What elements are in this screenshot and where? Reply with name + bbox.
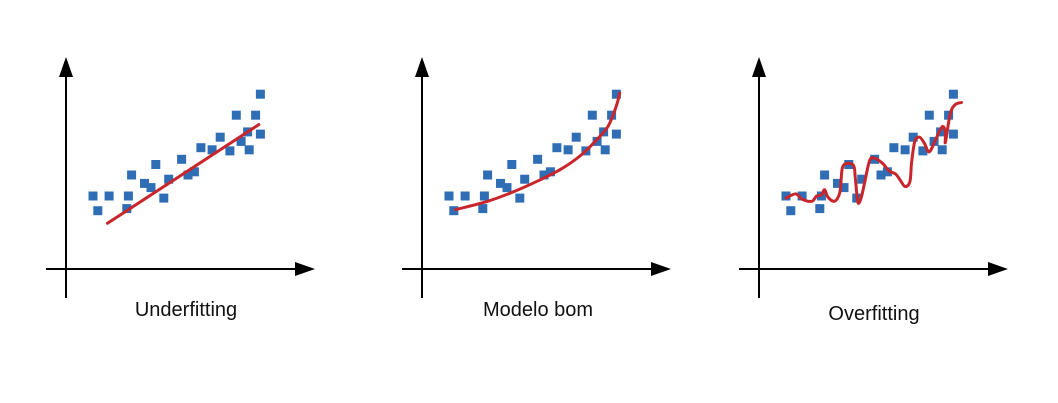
data-point [611,89,621,99]
y-axis-arrowhead [752,57,766,77]
data-point [545,167,555,177]
data-point [164,174,174,184]
data-point [539,170,549,180]
data-point [857,174,867,184]
data-point [151,160,161,169]
data-point [889,143,899,153]
data-point [231,110,241,120]
data-point [444,191,454,201]
data-point [948,89,958,99]
fit-curve [453,91,622,212]
data-point [122,204,132,214]
x-axis-arrowhead [988,262,1008,276]
data-point [146,183,156,193]
panel-overfitting: Overfitting [739,57,1008,325]
x-axis-arrowhead [295,262,315,276]
data-point [948,129,958,139]
data-point [839,183,849,193]
data-point [882,167,892,177]
data-point [251,110,261,120]
data-point [533,154,543,164]
data-point [123,191,133,201]
data-point [833,178,842,188]
data-point [563,145,573,155]
data-point [600,145,610,155]
data-point [786,206,796,216]
y-axis-arrowhead [415,57,429,77]
data-point [908,132,918,142]
data-point [502,183,512,193]
data-point [900,145,910,155]
data-point [255,89,265,99]
fit-line [105,123,261,225]
panel-caption: Underfitting [135,299,237,321]
data-point [478,204,488,214]
data-points [781,89,958,216]
data-point [88,191,98,201]
data-point [104,191,114,201]
data-point [140,178,149,188]
panel-caption: Modelo bom [483,299,593,321]
x-axis-arrowhead [651,262,671,276]
data-point [820,170,830,180]
data-point [177,154,187,164]
data-point [189,167,199,177]
data-point [225,146,235,156]
data-point [571,132,581,142]
data-point [479,191,489,201]
panel-modelo-bom: Modelo bom [402,57,671,321]
data-point [781,191,791,201]
data-point [815,204,825,214]
data-point [183,170,193,180]
data-point [552,143,562,153]
data-point [215,132,225,142]
y-axis-arrowhead [59,57,73,77]
data-point [93,206,103,216]
data-point [496,178,505,188]
data-point [797,191,807,201]
data-point [937,145,947,155]
data-point [876,170,886,180]
data-point [196,143,206,153]
data-points [444,89,621,216]
panel-underfitting: Underfitting [46,57,315,321]
panel-caption: Overfitting [828,303,919,325]
data-point [507,160,517,169]
data-point [460,191,470,201]
data-points [88,89,265,216]
data-point [207,145,217,155]
data-point [587,110,597,120]
data-point [520,174,530,184]
data-point [611,129,621,139]
data-point [236,136,246,146]
data-point [159,193,169,203]
data-point [924,110,934,120]
fit-curve [784,101,963,205]
data-point [483,170,493,180]
data-point [127,170,137,180]
data-point [515,193,525,203]
data-point [244,145,254,155]
data-point [255,129,265,139]
data-point [918,146,928,156]
data-point [449,206,459,216]
